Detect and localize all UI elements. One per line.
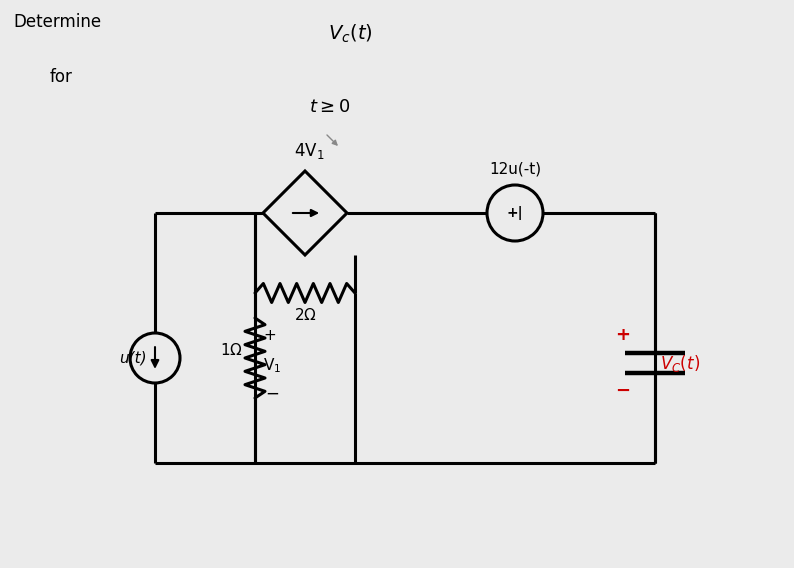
- Text: $t \geq 0$: $t \geq 0$: [310, 98, 351, 116]
- Text: 1$\Omega$: 1$\Omega$: [220, 342, 243, 358]
- Text: −: −: [615, 382, 630, 400]
- Text: $V_c(t)$: $V_c(t)$: [328, 23, 372, 45]
- Circle shape: [130, 333, 180, 383]
- Text: 2$\Omega$: 2$\Omega$: [294, 307, 317, 323]
- Text: +|: +|: [507, 206, 523, 220]
- Text: V$_1$: V$_1$: [263, 357, 281, 375]
- Text: −: −: [265, 385, 279, 403]
- Text: 4V$_1$: 4V$_1$: [294, 141, 324, 161]
- Circle shape: [487, 185, 543, 241]
- Text: $V_C(t)$: $V_C(t)$: [660, 353, 700, 374]
- Text: u(t): u(t): [119, 350, 147, 365]
- Text: Determine: Determine: [13, 13, 101, 31]
- Polygon shape: [263, 171, 347, 255]
- Text: +: +: [615, 326, 630, 344]
- Text: +: +: [263, 328, 276, 344]
- Text: 12u(-t): 12u(-t): [489, 161, 541, 176]
- Text: for: for: [50, 68, 73, 86]
